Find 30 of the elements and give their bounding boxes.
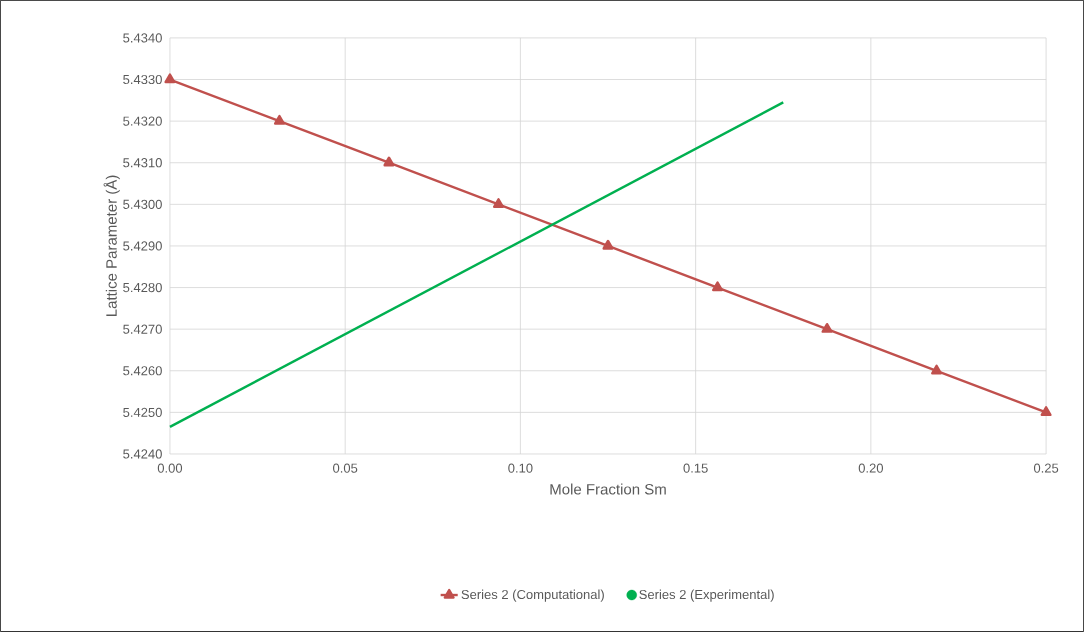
- point: [492, 198, 505, 209]
- y-tick-label: 5.4240: [123, 449, 162, 459]
- point: [273, 114, 285, 125]
- y-axis-title: Lattice Parameter (Å): [103, 175, 120, 317]
- point: [602, 239, 614, 250]
- point: [383, 156, 395, 167]
- y-tick-label: 5.4250: [123, 407, 162, 418]
- point: [1040, 406, 1052, 417]
- x-axis-title: Mole Fraction Sm: [550, 483, 666, 495]
- point: [164, 73, 176, 84]
- x-tick-label: 0.10: [508, 463, 533, 473]
- point: [821, 323, 833, 333]
- y-tick-label: 5.4290: [123, 241, 162, 251]
- legend-label: Series 2 (Experimental): [639, 589, 774, 602]
- y-tick-label: 5.4340: [123, 33, 162, 43]
- y-tick-label: 5.4300: [123, 199, 162, 209]
- y-tick-label: 5.4330: [123, 74, 162, 85]
- y-tick-label: 5.4260: [123, 366, 162, 376]
- x-tick-label: 0.20: [858, 463, 884, 473]
- x-tick-label: 0.05: [333, 463, 358, 473]
- x-tick-label: 0.15: [683, 463, 708, 473]
- y-tick-label: 5.4270: [123, 324, 162, 334]
- point: [712, 281, 724, 292]
- legend-label: Series 2 (Computational): [461, 589, 604, 602]
- y-tick-label: 5.4280: [123, 282, 162, 293]
- y-tick-label: 5.4320: [123, 116, 162, 126]
- y-tick-label: 5.4310: [123, 158, 162, 168]
- x-tick-label: 0.25: [1033, 463, 1059, 473]
- x-tick-label: 0.00: [157, 463, 183, 473]
- point: [931, 364, 943, 375]
